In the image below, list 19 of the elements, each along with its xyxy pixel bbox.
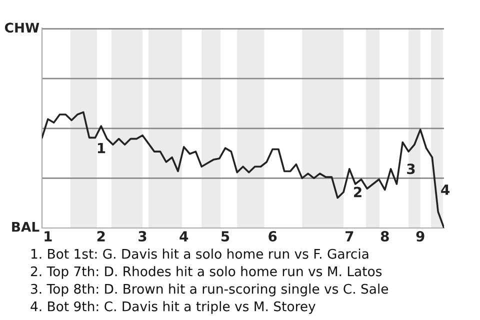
text: 2. Top 7th: D. Rhodes hit a solo home run vs M. Latos	[30, 266, 382, 279]
x-tick-label: 8	[380, 231, 389, 242]
x-tick-label: 2	[97, 231, 105, 242]
text: 4. Bot 9th: C. Davis hit a triple vs M. Storey	[30, 301, 316, 314]
x-tick-label: 9	[416, 231, 424, 242]
x-tick-label: 4	[180, 231, 188, 242]
ref-line-label: CHW	[4, 22, 40, 33]
x-tick-label: 1	[44, 231, 52, 242]
x-tick-label: 5	[222, 231, 230, 242]
annotation: 2	[354, 186, 362, 198]
annotation: 4	[441, 184, 450, 195]
x-tick-label: 3	[138, 231, 146, 242]
x-tick-label: 7	[346, 231, 354, 242]
annotation: 1	[98, 142, 106, 154]
annotation: 3	[407, 164, 415, 174]
text: 1. Bot 1st: G. Davis hit a solo home run vs F. Garcia	[31, 248, 368, 259]
x-tick-label: 6	[268, 231, 277, 242]
text: 3. Top 8th: D. Brown hit a run-scoring single vs C. Sale	[31, 284, 388, 296]
text: BAL	[12, 222, 40, 232]
